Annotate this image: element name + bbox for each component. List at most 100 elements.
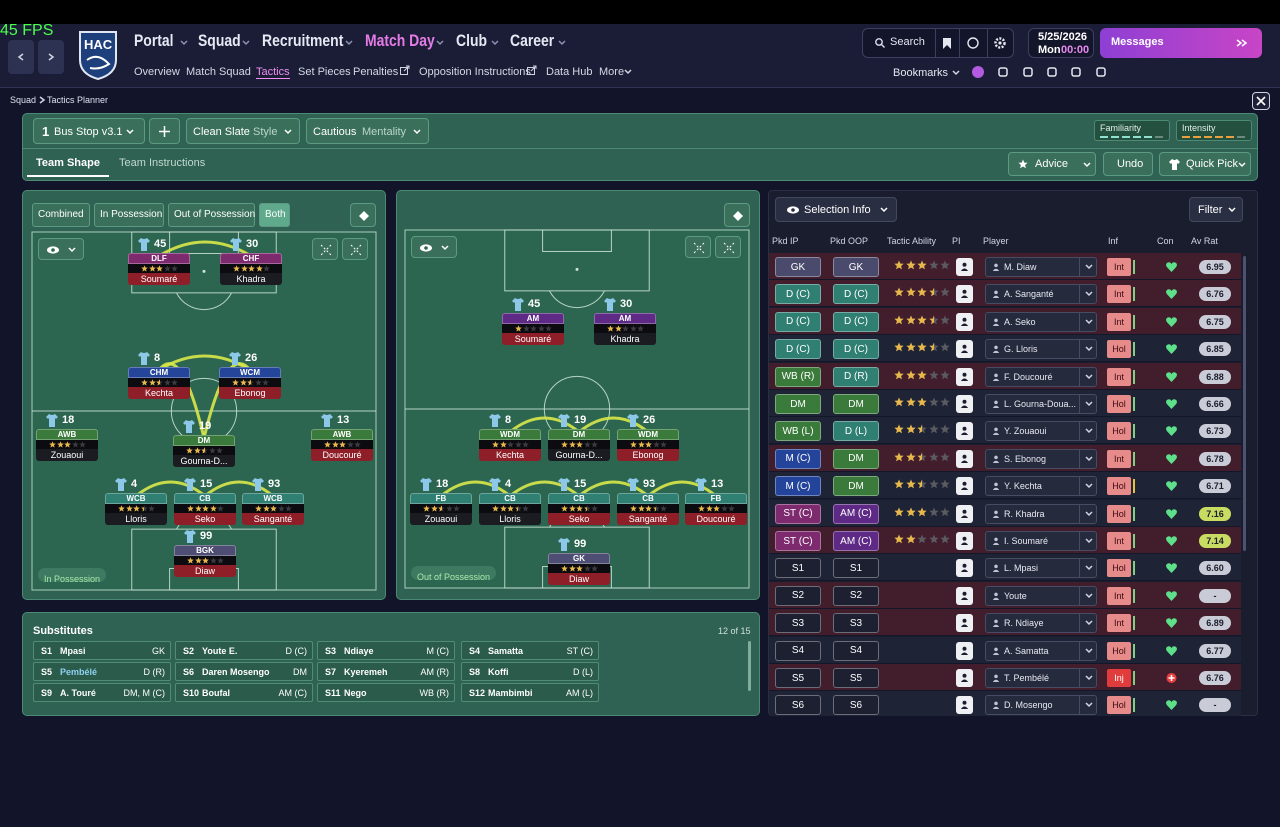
player-card[interactable]: 45 DLF Soumaré — [128, 238, 190, 286]
messages-button[interactable]: Messages — [1100, 28, 1262, 58]
player-dropdown[interactable]: Y. Zouaoui — [985, 421, 1097, 442]
player-card[interactable]: 26 WCM Ebonog — [219, 352, 281, 400]
player-dropdown[interactable]: G. Lloris — [985, 339, 1097, 360]
sub-nav-item[interactable]: Data Hub — [546, 66, 593, 78]
player-instructions-button[interactable] — [956, 258, 973, 276]
visibility-dropdown[interactable] — [38, 238, 84, 260]
substitute-cell[interactable]: S6 Daren Mosengo DM — [175, 662, 313, 681]
player-card[interactable]: 8 WDM Kechta — [479, 414, 541, 462]
player-instructions-button[interactable] — [956, 586, 973, 605]
player-dropdown[interactable]: L. Gourna-Doua... — [985, 394, 1097, 414]
substitute-cell[interactable]: S10 Boufal AM (C) — [175, 683, 313, 702]
player-card[interactable]: 26 WDM Ebonog — [617, 414, 679, 462]
substitute-cell[interactable]: S8 Koffi D (L) — [461, 662, 599, 681]
position-badge[interactable]: S4 — [775, 640, 821, 661]
player-dropdown[interactable]: M. Diaw — [985, 257, 1097, 277]
position-badge[interactable]: DM — [775, 394, 821, 414]
position-badge[interactable]: S1 — [775, 558, 821, 579]
position-badge[interactable]: M (C) — [775, 448, 821, 469]
position-badge[interactable]: GK — [833, 257, 879, 277]
position-badge[interactable]: S2 — [775, 585, 821, 606]
position-badge[interactable]: GK — [775, 257, 821, 277]
forward-button[interactable] — [38, 40, 64, 74]
player-instructions-button[interactable] — [956, 449, 973, 468]
sub-nav-item[interactable]: Set Pieces — [298, 66, 351, 78]
position-badge[interactable]: D (L) — [833, 421, 879, 442]
player-card[interactable]: 8 CHM Kechta — [128, 352, 190, 400]
sub-nav-item[interactable]: Match Squad — [186, 66, 251, 78]
position-badge[interactable]: D (C) — [833, 339, 879, 360]
player-dropdown[interactable]: D. Mosengo — [985, 695, 1097, 716]
filter-button[interactable]: Filter — [1189, 197, 1243, 222]
substitute-cell[interactable]: S3 Ndiaye M (C) — [317, 641, 455, 660]
position-badge[interactable]: D (C) — [833, 311, 879, 332]
view-mode-button[interactable]: Both — [259, 203, 290, 227]
action-button[interactable]: Advice — [1008, 152, 1096, 176]
sub-nav-item[interactable]: More — [599, 66, 625, 78]
visibility-dropdown[interactable] — [411, 236, 457, 258]
player-card[interactable]: 15 CB Seko — [548, 478, 610, 526]
position-badge[interactable]: DM — [833, 448, 879, 469]
tab[interactable]: Team Instructions — [119, 157, 206, 169]
player-card[interactable]: 93 CB Sanganté — [617, 478, 679, 526]
substitute-cell[interactable]: S11 Nego WB (R) — [317, 683, 455, 702]
position-badge[interactable]: AM (C) — [833, 503, 879, 524]
pitch-tool-button[interactable] — [685, 236, 711, 258]
main-nav-item[interactable]: Squad — [198, 31, 241, 50]
tab-active[interactable]: Team Shape — [36, 157, 100, 169]
player-instructions-button[interactable] — [956, 614, 973, 633]
selection-dropdown[interactable]: Selection Info — [775, 197, 897, 222]
position-badge[interactable]: S3 — [775, 613, 821, 634]
substitute-cell[interactable]: S9 A. Touré DM, M (C) — [33, 683, 171, 702]
player-card[interactable]: 4 CB Lloris — [479, 478, 541, 526]
close-button[interactable] — [1252, 92, 1270, 110]
player-instructions-button[interactable] — [956, 504, 973, 523]
player-card[interactable]: 13 FB Doucouré — [685, 478, 747, 526]
player-instructions-button[interactable] — [956, 696, 973, 715]
view-mode-button[interactable]: Out of Possession — [168, 203, 255, 227]
substitute-cell[interactable]: S12 Mambimbi AM (L) — [461, 683, 599, 702]
player-card[interactable]: 4 WCB Lloris — [105, 478, 167, 526]
substitute-cell[interactable]: S4 Samatta ST (C) — [461, 641, 599, 660]
position-badge[interactable]: D (C) — [775, 311, 821, 332]
sub-nav-item[interactable]: Tactics — [256, 66, 290, 79]
player-instructions-button[interactable] — [956, 367, 973, 386]
player-dropdown[interactable]: R. Ndiaye — [985, 613, 1097, 634]
player-card[interactable]: 18 FB Zouaoui — [410, 478, 472, 526]
substitute-cell[interactable]: S1 Mpasi GK — [33, 641, 171, 660]
player-dropdown[interactable]: S. Ebonog — [985, 448, 1097, 469]
position-badge[interactable]: S1 — [833, 558, 879, 579]
mentality-dropdown[interactable]: Cautious Mentality — [306, 118, 429, 144]
player-card[interactable]: 19 DM Gourna-D... — [173, 420, 235, 468]
player-instructions-button[interactable] — [956, 285, 973, 304]
player-instructions-button[interactable] — [956, 422, 973, 441]
action-button[interactable]: Quick Pick — [1159, 152, 1251, 176]
player-dropdown[interactable]: Youte — [985, 585, 1097, 606]
position-badge[interactable]: ST (C) — [775, 531, 821, 551]
pitch-tool-button[interactable] — [715, 236, 741, 258]
player-instructions-button[interactable] — [956, 641, 973, 660]
position-badge[interactable]: S4 — [833, 640, 879, 661]
player-instructions-button[interactable] — [956, 477, 973, 496]
position-badge[interactable]: WB (L) — [775, 421, 821, 442]
main-nav-item[interactable]: Match Day — [365, 31, 435, 50]
player-dropdown[interactable]: T. Pembélé — [985, 668, 1097, 688]
pitch-layout-button[interactable] — [350, 203, 376, 227]
main-nav-item[interactable]: Portal — [134, 31, 174, 50]
position-badge[interactable]: M (C) — [775, 476, 821, 497]
sub-nav-item[interactable]: Opposition Instructions — [419, 66, 531, 78]
player-dropdown[interactable]: L. Mpasi — [985, 558, 1097, 579]
position-badge[interactable]: D (C) — [833, 284, 879, 305]
position-badge[interactable]: ST (C) — [775, 503, 821, 524]
player-dropdown[interactable]: A. Samatta — [985, 640, 1097, 661]
position-badge[interactable]: S5 — [775, 668, 821, 688]
position-badge[interactable]: S5 — [833, 668, 879, 688]
tactic-dropdown[interactable]: 1 Bus Stop v3.1 — [33, 118, 145, 144]
sub-nav-item[interactable]: Penalties — [353, 66, 399, 78]
style-dropdown[interactable]: Clean Slate Style — [186, 118, 300, 144]
position-badge[interactable]: S6 — [775, 695, 821, 716]
position-badge[interactable]: D (C) — [775, 339, 821, 360]
player-card[interactable]: 18 AWB Zouaoui — [36, 414, 98, 462]
player-card[interactable]: 99 GK Diaw — [548, 538, 610, 586]
main-nav-item[interactable]: Club — [456, 31, 487, 50]
